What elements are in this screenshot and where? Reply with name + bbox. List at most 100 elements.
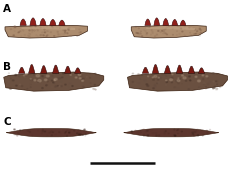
Circle shape [65, 32, 66, 33]
Circle shape [46, 85, 47, 86]
Circle shape [158, 129, 160, 130]
Circle shape [19, 76, 20, 77]
Polygon shape [128, 72, 228, 91]
Circle shape [201, 31, 202, 32]
Circle shape [198, 88, 200, 90]
Circle shape [80, 134, 81, 135]
Circle shape [166, 81, 168, 82]
Circle shape [202, 75, 203, 76]
Polygon shape [164, 66, 171, 73]
Circle shape [183, 77, 186, 79]
Circle shape [42, 76, 43, 77]
Circle shape [52, 78, 54, 79]
Circle shape [75, 77, 77, 78]
Circle shape [142, 36, 143, 37]
Circle shape [80, 73, 81, 74]
Circle shape [49, 78, 50, 79]
Circle shape [16, 80, 18, 81]
Circle shape [199, 87, 200, 88]
Circle shape [170, 76, 172, 77]
Circle shape [152, 31, 153, 32]
Circle shape [10, 88, 12, 89]
Circle shape [52, 27, 53, 28]
Polygon shape [188, 66, 195, 73]
Polygon shape [22, 26, 75, 30]
Circle shape [170, 79, 172, 81]
Circle shape [73, 84, 74, 85]
Circle shape [154, 77, 156, 78]
Circle shape [78, 133, 79, 134]
Circle shape [19, 74, 20, 75]
Polygon shape [180, 20, 186, 25]
Circle shape [50, 32, 51, 33]
Circle shape [176, 134, 178, 135]
Polygon shape [146, 26, 195, 30]
Circle shape [55, 131, 56, 132]
Circle shape [140, 78, 141, 79]
Circle shape [38, 81, 39, 82]
Circle shape [58, 33, 59, 34]
Circle shape [178, 83, 179, 84]
Circle shape [94, 84, 96, 85]
Circle shape [62, 134, 63, 135]
Circle shape [195, 76, 197, 77]
Circle shape [42, 32, 43, 33]
Circle shape [31, 81, 32, 82]
Circle shape [174, 87, 176, 88]
Circle shape [138, 74, 139, 75]
Circle shape [44, 29, 45, 30]
Circle shape [196, 33, 197, 34]
Circle shape [188, 76, 190, 77]
Polygon shape [40, 18, 46, 25]
Circle shape [152, 133, 154, 134]
Text: C: C [3, 117, 10, 127]
Circle shape [206, 76, 208, 77]
Circle shape [54, 82, 55, 83]
Circle shape [65, 84, 66, 85]
Circle shape [66, 133, 68, 134]
Circle shape [57, 31, 58, 32]
Circle shape [190, 80, 191, 81]
Circle shape [166, 27, 167, 28]
Circle shape [66, 78, 67, 79]
Circle shape [59, 86, 60, 87]
Circle shape [192, 134, 193, 135]
Circle shape [85, 135, 86, 136]
Circle shape [34, 30, 35, 31]
Circle shape [51, 87, 53, 88]
Circle shape [59, 132, 60, 133]
Circle shape [171, 77, 173, 78]
Polygon shape [30, 18, 36, 25]
Polygon shape [172, 19, 178, 25]
Circle shape [54, 78, 57, 80]
Circle shape [140, 31, 141, 32]
Circle shape [43, 35, 44, 36]
Circle shape [156, 35, 158, 36]
Circle shape [189, 27, 190, 28]
Circle shape [37, 30, 38, 31]
Circle shape [158, 135, 160, 136]
Polygon shape [74, 68, 81, 73]
Circle shape [15, 26, 16, 27]
Circle shape [48, 132, 50, 133]
Circle shape [186, 80, 187, 81]
Circle shape [30, 78, 31, 79]
Circle shape [58, 78, 60, 79]
Circle shape [13, 35, 14, 36]
Circle shape [42, 129, 43, 130]
Circle shape [165, 28, 166, 29]
Circle shape [95, 73, 96, 74]
Circle shape [139, 34, 140, 35]
Circle shape [40, 27, 41, 28]
Circle shape [79, 78, 81, 79]
Circle shape [165, 73, 167, 74]
Circle shape [216, 88, 218, 89]
Circle shape [203, 83, 205, 84]
Polygon shape [154, 18, 160, 25]
Circle shape [161, 74, 163, 75]
Circle shape [138, 28, 139, 29]
Circle shape [213, 81, 214, 82]
Polygon shape [28, 64, 35, 73]
Polygon shape [198, 68, 205, 73]
Circle shape [154, 75, 157, 77]
